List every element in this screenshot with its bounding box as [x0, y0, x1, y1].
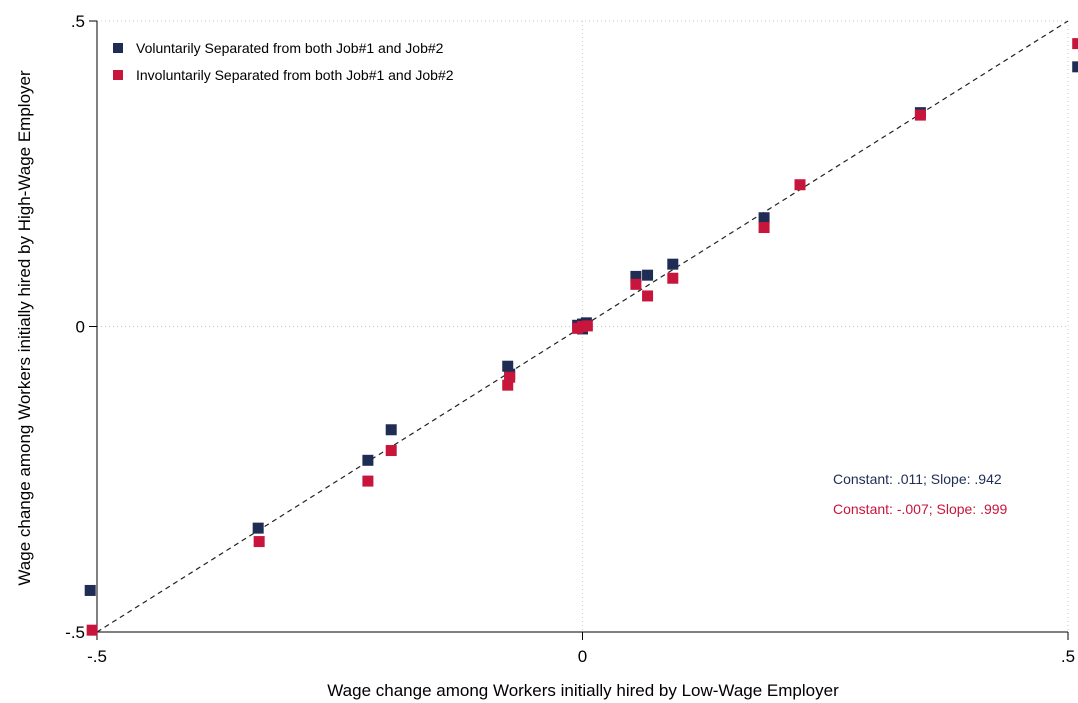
point-involuntary: [667, 272, 679, 284]
point-voluntary: [252, 522, 264, 534]
point-voluntary: [667, 258, 679, 270]
y-tick-label: 0: [76, 318, 85, 337]
legend-label: Involuntarily Separated from both Job#1 …: [136, 67, 454, 83]
y-tick-label: .5: [71, 12, 85, 31]
x-tick-label: .5: [1061, 647, 1075, 666]
point-involuntary: [86, 624, 98, 636]
point-voluntary: [385, 424, 397, 436]
fit-annotation: Constant: -.007; Slope: .999: [833, 501, 1008, 517]
point-voluntary: [758, 212, 770, 224]
point-involuntary: [1072, 38, 1078, 50]
y-tick-label: -.5: [65, 623, 85, 642]
annotations: Constant: .011; Slope: .942 Constant: -.0…: [833, 471, 1008, 517]
point-involuntary: [504, 371, 516, 383]
point-involuntary: [581, 320, 593, 332]
point-voluntary: [1072, 61, 1078, 73]
point-involuntary: [794, 179, 806, 191]
x-tick-label: 0: [578, 647, 587, 666]
point-involuntary: [502, 379, 514, 391]
point-involuntary: [758, 222, 770, 234]
x-tick-label: -.5: [87, 647, 107, 666]
legend-marker: [113, 70, 123, 80]
point-involuntary: [630, 278, 642, 290]
point-voluntary: [84, 584, 96, 596]
point-voluntary: [642, 269, 654, 281]
data-points: [84, 38, 1078, 636]
point-voluntary: [630, 270, 642, 282]
x-axis-label: Wage change among Workers initially hire…: [327, 681, 839, 700]
point-involuntary: [362, 475, 374, 487]
legend-label: Voluntarily Separated from both Job#1 an…: [136, 40, 444, 56]
point-involuntary: [253, 536, 265, 548]
y-axis-label: Wage change among Workers initially hire…: [15, 70, 34, 586]
point-involuntary: [642, 290, 654, 302]
point-involuntary: [914, 109, 926, 121]
point-involuntary: [385, 445, 397, 457]
legend: Voluntarily Separated from both Job#1 an…: [113, 40, 454, 83]
fit-annotation: Constant: .011; Slope: .942: [833, 471, 1002, 487]
point-voluntary: [362, 454, 374, 466]
legend-marker: [113, 43, 123, 53]
point-voluntary: [502, 360, 514, 372]
axes: -.5 0 .5 -.5 0 .5: [65, 12, 1075, 666]
